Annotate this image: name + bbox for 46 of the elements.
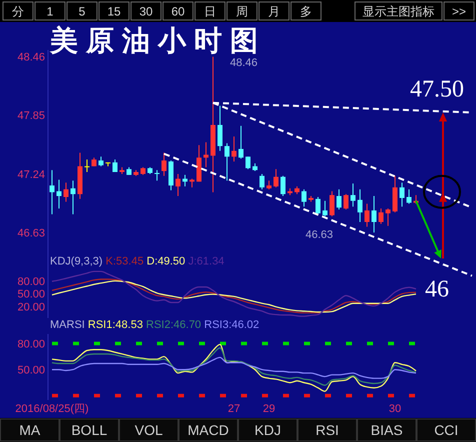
legend-title: MARSI xyxy=(50,319,88,331)
text: MA xyxy=(19,422,41,438)
annotation: 46 xyxy=(425,276,449,302)
text: RSI3:46.02 xyxy=(204,319,260,331)
tab-button: 日 xyxy=(194,2,226,20)
x-tick-label: 27 xyxy=(228,403,240,415)
x-tick-label: 2016/08/25(四) xyxy=(15,403,89,415)
y-tick-label: 50.00 xyxy=(17,288,45,301)
y-tick-label: 20.00 xyxy=(17,302,45,314)
annotation: 48.46 xyxy=(230,56,258,69)
series-label: D:49.50 xyxy=(146,256,188,268)
text: RSI2:46.70 xyxy=(146,319,204,331)
tab-button: 月 xyxy=(258,2,290,20)
tab-button: 5 xyxy=(66,2,98,20)
text: RSI xyxy=(316,422,339,438)
text: CCI xyxy=(434,422,458,438)
series-label: K:53.45 xyxy=(106,256,147,268)
legend-title: KDJ(9,3,3) xyxy=(50,256,106,268)
tab-button: >> xyxy=(444,2,474,20)
tab-button: 30 xyxy=(130,2,162,20)
chart-title: 美原油小时图 xyxy=(49,24,266,57)
tab-button: 显示主图指标 xyxy=(354,2,442,20)
series-label: J:61.34 xyxy=(188,256,224,268)
tab-button: 分 xyxy=(2,2,34,20)
y-tick-label: 46.63 xyxy=(17,227,45,240)
y-tick-label: 47.85 xyxy=(17,110,45,122)
text: KDJ xyxy=(254,422,281,438)
tab-button: 1 xyxy=(34,2,66,20)
x-tick-label: 29 xyxy=(262,403,276,415)
text: BIAS xyxy=(370,422,403,438)
text: MACD xyxy=(188,422,229,438)
y-tick-label: 80.00 xyxy=(17,276,45,288)
series-label: RSI1:48.53 xyxy=(88,319,146,331)
x-tick-label: 30 xyxy=(388,403,402,415)
y-tick-label: 47.24 xyxy=(17,168,45,181)
tab-button: 15 xyxy=(98,2,130,20)
y-tick-label: 80.00 xyxy=(17,338,45,350)
text: VOL xyxy=(134,422,163,438)
annotation: 47.50 xyxy=(410,76,464,102)
y-tick-label: 50.00 xyxy=(17,364,45,376)
tab-button: 多 xyxy=(290,2,322,20)
y-tick-label: 48.46 xyxy=(17,52,45,64)
tab-button: 60 xyxy=(162,2,194,20)
tab-button: 周 xyxy=(226,2,258,20)
annotation: 46.63 xyxy=(305,228,333,241)
text: BOLL xyxy=(71,422,108,438)
